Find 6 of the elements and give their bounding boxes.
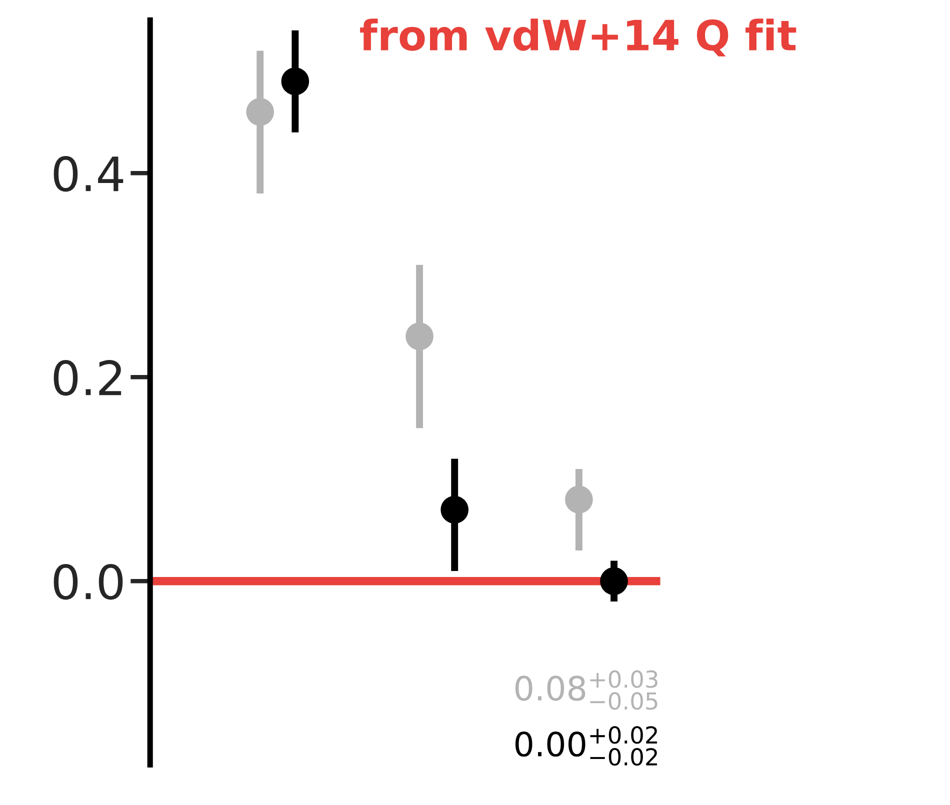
annotation: 0.08$^{+0.03}$$_{−0.05}$ [515, 670, 658, 710]
annotation: 0.00$^{+0.02}$$_{−0.02}$ [515, 726, 657, 766]
ref-line-label: from vdW+14 Q fit [360, 18, 796, 56]
y-tick-label: 0.0 [54, 564, 123, 600]
y-tick-label: 0.2 [54, 360, 122, 396]
y-tick-label: 0.4 [54, 156, 124, 192]
